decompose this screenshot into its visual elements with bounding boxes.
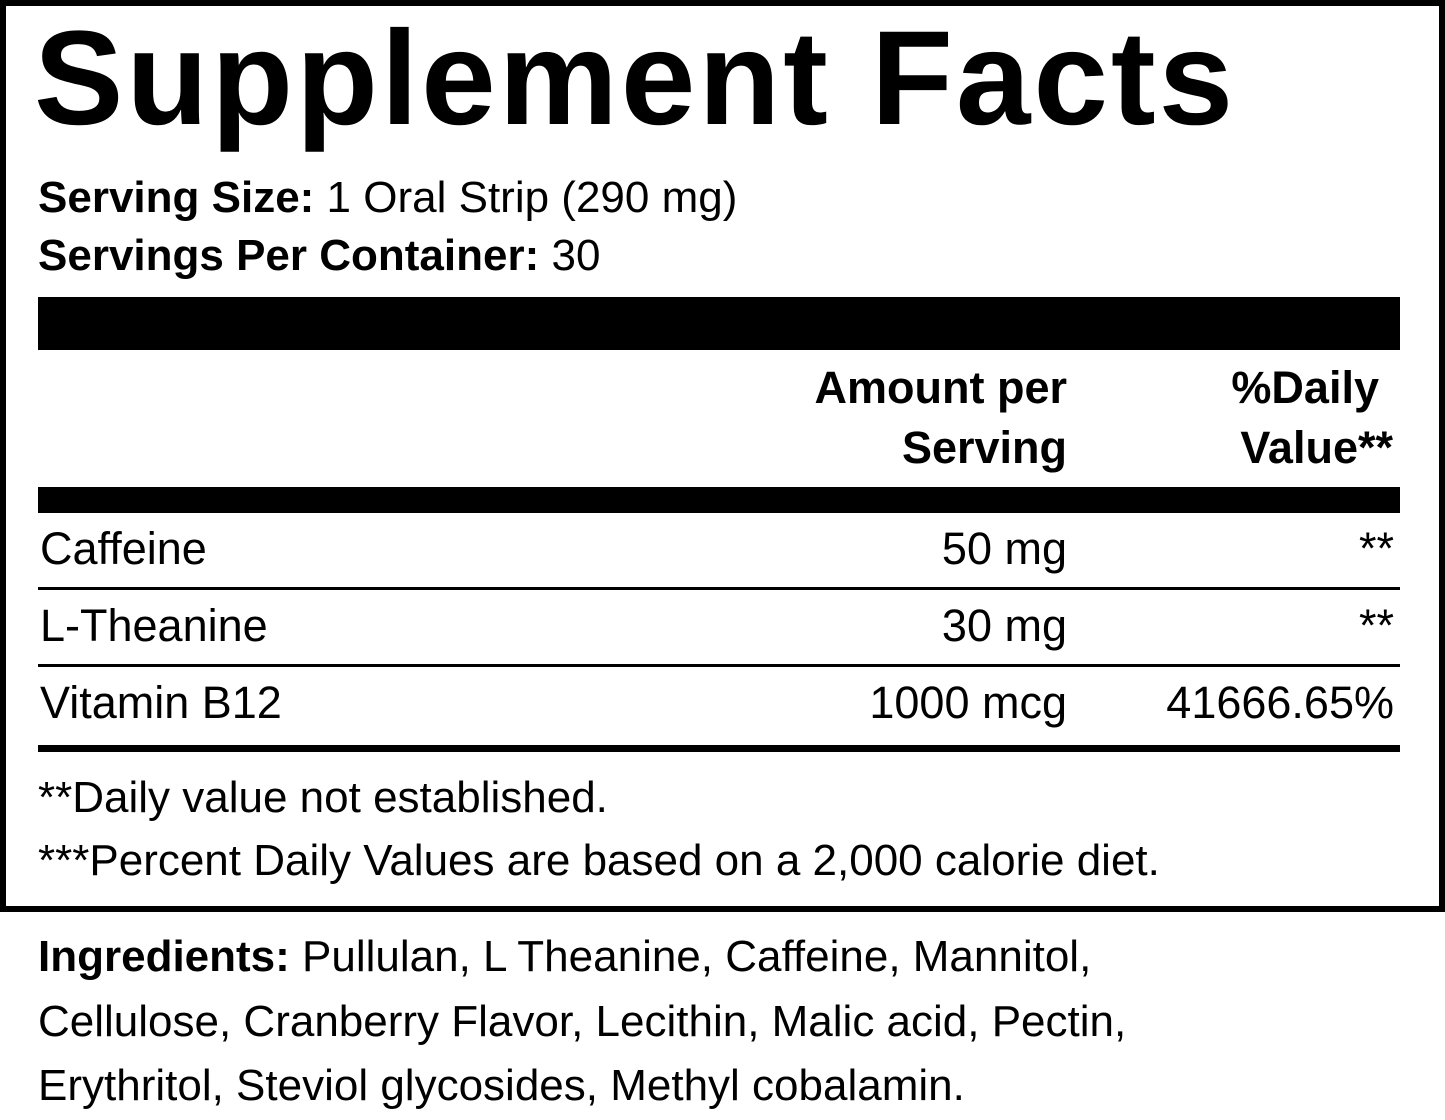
row-divider (38, 664, 1400, 667)
nutrient-amount: 50 mg (941, 523, 1067, 574)
ingredients-label: Ingredients: (38, 932, 290, 981)
nutrient-row: Vitamin B12 1000 mcg 41666.65% (38, 667, 1400, 743)
ingredients-text: Erythritol, Steviol glycosides, Methyl c… (38, 1061, 965, 1110)
nutrient-name: Vitamin B12 (40, 677, 282, 728)
nutrient-dv: 41666.65% (1166, 677, 1394, 728)
amount-header-line1: Amount per (814, 362, 1068, 413)
supplement-facts-panel (0, 0, 1445, 912)
medium-divider (38, 487, 1400, 513)
ingredients-text: Pullulan, L Theanine, Caffeine, Mannitol… (302, 932, 1092, 981)
nutrient-dv: ** (1358, 600, 1394, 651)
ingredients-line: Ingredients: Pullulan, L Theanine, Caffe… (38, 931, 1091, 983)
daily-value-header: %Daily Value** (1231, 358, 1393, 478)
footnote-calories: ***Percent Daily Values are based on a 2… (38, 836, 1160, 885)
serving-size-value: 1 Oral Strip (290 mg) (326, 173, 738, 222)
amount-header-line2: Serving (901, 422, 1067, 473)
nutrient-amount: 1000 mcg (869, 677, 1067, 728)
servings-per-container: Servings Per Container: 30 (38, 230, 600, 282)
serving-size-label: Serving Size: (38, 173, 315, 222)
panel-title: Supplement Facts (34, 4, 1237, 153)
footnote-dv: **Daily value not established. (38, 773, 608, 822)
nutrient-name: L-Theanine (40, 600, 268, 651)
dv-header-line2: Value** (1240, 422, 1393, 473)
nutrient-name: Caffeine (40, 523, 207, 574)
nutrient-row: Caffeine 50 mg ** (38, 513, 1400, 589)
bottom-divider (38, 745, 1400, 752)
thick-divider (38, 297, 1400, 350)
amount-header: Amount per Serving (815, 358, 1068, 478)
servings-label: Servings Per Container: (38, 231, 540, 280)
row-divider (38, 587, 1400, 590)
serving-size: Serving Size: 1 Oral Strip (290 mg) (38, 172, 737, 224)
nutrient-dv: ** (1358, 523, 1394, 574)
dv-header-line1: %Daily (1231, 362, 1379, 413)
nutrient-row: L-Theanine 30 mg ** (38, 590, 1400, 666)
ingredients-text: Cellulose, Cranberry Flavor, Lecithin, M… (38, 997, 1127, 1046)
nutrient-amount: 30 mg (941, 600, 1067, 651)
servings-value: 30 (551, 231, 601, 280)
